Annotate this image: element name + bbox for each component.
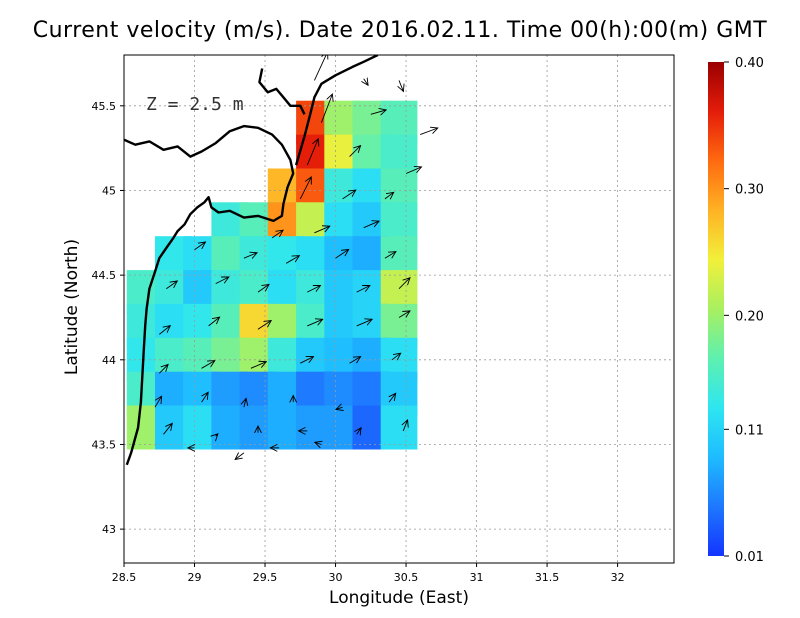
x-tick-label: 30.5 xyxy=(394,571,419,584)
velocity-arrow xyxy=(257,284,269,293)
velocity-arrow xyxy=(202,392,209,403)
velocity-arrow xyxy=(154,396,162,408)
velocity-arrow xyxy=(250,362,266,369)
velocity-arrow xyxy=(320,94,332,123)
colorbar xyxy=(708,62,724,556)
plot-frame xyxy=(123,54,675,564)
coastline-north xyxy=(294,55,379,166)
x-axis-label: Longitude (East) xyxy=(329,588,469,608)
y-tick-label: 43 xyxy=(102,523,116,536)
velocity-arrow xyxy=(384,252,396,259)
velocity-arrow xyxy=(384,192,394,199)
colorbar-tick-label: 0.11 xyxy=(735,423,764,438)
velocity-arrow xyxy=(335,249,349,259)
velocity-arrow xyxy=(420,128,438,136)
velocity-arrow xyxy=(398,278,410,290)
velocity-arrow xyxy=(356,319,372,327)
velocity-arrow xyxy=(257,321,271,330)
velocity-arrow xyxy=(194,242,206,251)
colorbar-tick-label: 0.01 xyxy=(735,550,764,565)
velocity-arrow xyxy=(307,286,320,293)
velocity-arrow xyxy=(163,423,173,435)
velocity-arrow xyxy=(201,361,215,369)
colorbar-tick-label: 0.30 xyxy=(735,183,764,198)
velocity-arrow xyxy=(215,277,229,285)
velocity-arrow xyxy=(285,256,299,264)
velocity-arrow xyxy=(158,365,168,374)
velocity-arrow xyxy=(208,317,220,327)
x-tick-label: 28.5 xyxy=(112,571,137,584)
x-tick-label: 29 xyxy=(188,571,202,584)
velocity-arrow xyxy=(403,420,407,432)
velocity-arrow xyxy=(349,357,361,364)
speed-field xyxy=(126,100,418,450)
velocity-arrow xyxy=(336,407,343,409)
colorbar-tick-label: 0.40 xyxy=(735,56,764,71)
velocity-arrow xyxy=(313,55,327,81)
chart-title: Current velocity (m/s). Date 2016.02.11.… xyxy=(32,18,768,43)
velocity-arrow xyxy=(398,311,410,318)
colorbar-tick-label: 0.20 xyxy=(735,309,764,324)
velocity-arrow xyxy=(315,442,322,444)
x-tick-label: 30 xyxy=(329,571,343,584)
velocity-arrow xyxy=(235,453,245,460)
x-tick-label: 32 xyxy=(611,571,625,584)
velocity-arrow xyxy=(405,167,421,174)
coastline-inner xyxy=(258,68,306,115)
velocity-arrow xyxy=(356,286,370,293)
velocity-vectors xyxy=(154,55,438,460)
velocity-arrow xyxy=(306,139,318,166)
velocity-arrow xyxy=(159,326,170,335)
velocity-arrow xyxy=(314,226,329,234)
colorbar-ticks: 0.01 0.11 0.20 0.30 0.40 xyxy=(724,56,764,565)
velocity-arrow xyxy=(300,357,313,364)
x-tick-label: 29.5 xyxy=(253,571,278,584)
y-axis-label: Latitude (North) xyxy=(62,238,82,376)
velocity-arrow xyxy=(166,281,177,290)
velocity-arrow xyxy=(216,434,218,436)
velocity-arrow xyxy=(389,393,396,403)
x-tick-label: 31.5 xyxy=(535,571,560,584)
y-tick-label: 44.5 xyxy=(92,269,117,282)
velocity-arrow xyxy=(271,230,283,239)
velocity-arrow xyxy=(349,146,361,157)
y-tick-label: 43.5 xyxy=(92,438,117,451)
y-tick-label: 44 xyxy=(102,354,116,367)
velocity-arrow xyxy=(370,110,386,114)
y-tick-label: 45 xyxy=(102,184,116,197)
y-axis-ticks: 43 43.5 44 44.5 45 45.5 xyxy=(92,100,124,536)
velocity-arrow xyxy=(244,398,246,408)
velocity-arrow xyxy=(363,221,379,229)
velocity-arrow xyxy=(364,79,368,86)
depth-label: Z = 2.5 m xyxy=(146,94,244,115)
velocity-arrow xyxy=(342,190,356,200)
coastline-west xyxy=(124,124,295,466)
y-tick-label: 45.5 xyxy=(92,100,117,113)
velocity-arrow xyxy=(399,80,403,91)
x-tick-label: 31 xyxy=(470,571,484,584)
x-axis-ticks: 28.5 29 29.5 30 30.5 31 31.5 32 xyxy=(112,563,625,584)
velocity-arrow xyxy=(243,253,257,259)
coastline xyxy=(124,55,379,466)
velocity-arrow xyxy=(307,319,322,327)
velocity-arrow xyxy=(357,428,361,435)
velocity-arrow xyxy=(299,177,311,200)
speed-cell xyxy=(380,405,418,450)
velocity-arrow xyxy=(391,353,401,360)
